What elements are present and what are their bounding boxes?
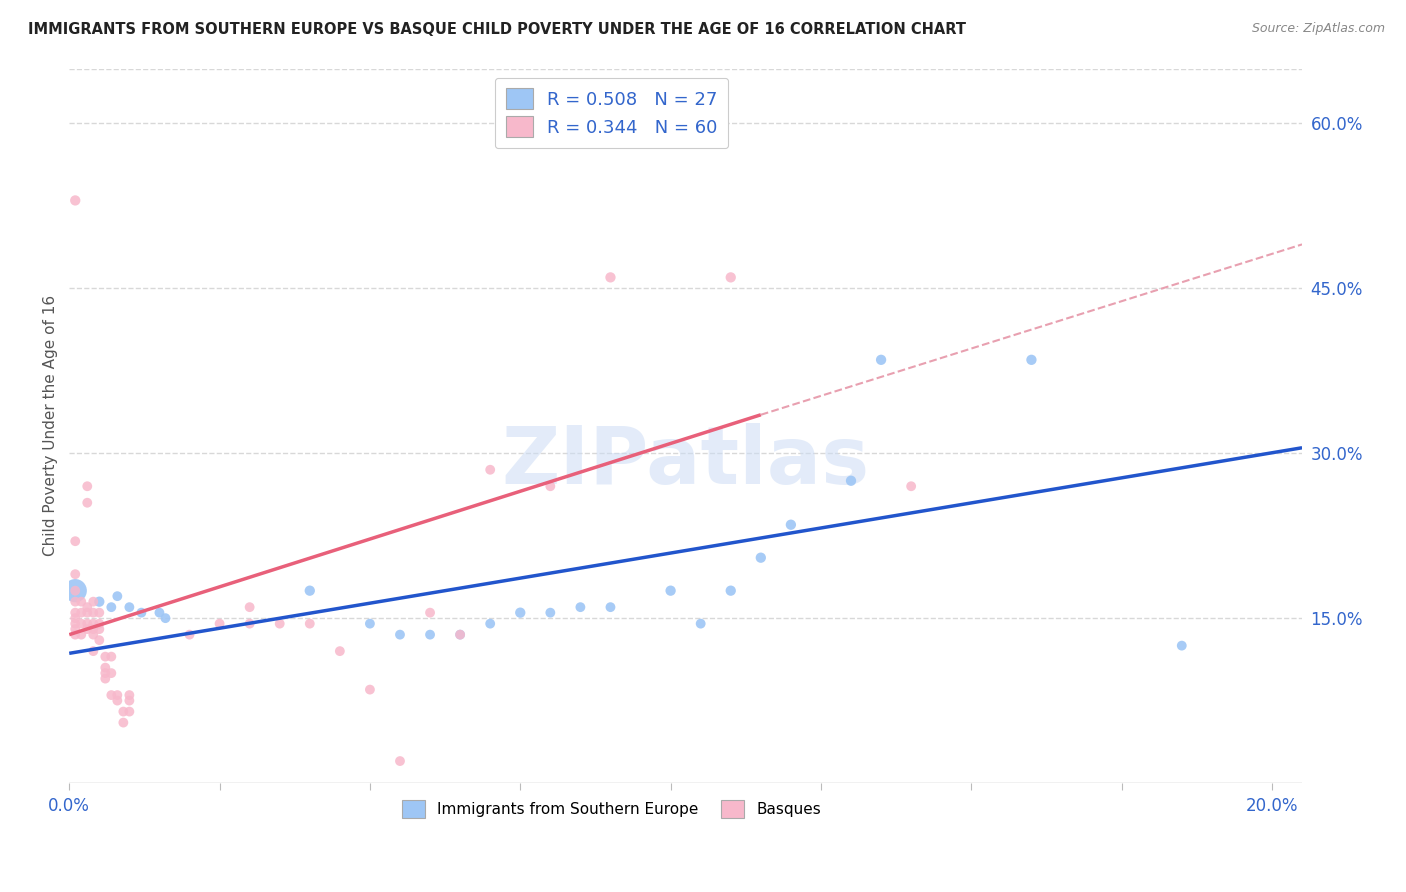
Point (76, 622, 98, 636)
Point (839, 474, 862, 488)
Point (1171, 639, 1194, 653)
Point (89, 595, 111, 609)
Point (239, 616, 262, 631)
Point (82, 627, 104, 641)
Point (76, 616, 98, 631)
Point (65, 616, 87, 631)
Text: IMMIGRANTS FROM SOUTHERN EUROPE VS BASQUE CHILD POVERTY UNDER THE AGE OF 16 CORR: IMMIGRANTS FROM SOUTHERN EUROPE VS BASQU… (28, 22, 966, 37)
Point (82, 595, 104, 609)
Point (599, 600, 621, 615)
Point (298, 616, 321, 631)
Point (749, 550, 772, 565)
Point (689, 616, 711, 631)
Point (82, 644, 104, 658)
Point (65, 595, 87, 609)
Point (118, 693, 141, 707)
Point (65, 627, 87, 641)
Point (208, 616, 231, 631)
Point (419, 627, 441, 641)
Point (70, 595, 93, 609)
Point (100, 600, 122, 615)
Point (118, 600, 141, 615)
Point (449, 627, 471, 641)
Point (112, 715, 135, 730)
Point (82, 616, 104, 631)
Point (65, 583, 87, 598)
Point (89, 622, 111, 636)
Point (329, 644, 352, 658)
Point (900, 479, 922, 493)
Point (479, 463, 502, 477)
Point (65, 567, 87, 582)
Point (720, 270, 742, 285)
Point (100, 649, 122, 664)
Point (780, 517, 803, 532)
Point (569, 600, 592, 615)
Point (82, 622, 104, 636)
Point (359, 682, 381, 697)
Point (65, 194, 87, 208)
Point (94, 672, 117, 686)
Point (89, 606, 111, 620)
Point (105, 693, 128, 707)
Point (100, 666, 122, 681)
Point (659, 583, 682, 598)
Point (148, 606, 170, 620)
Point (70, 627, 93, 641)
Point (76, 606, 98, 620)
Point (89, 616, 111, 631)
Point (419, 606, 441, 620)
Point (179, 627, 201, 641)
Point (65, 611, 87, 625)
Point (70, 616, 93, 631)
Point (82, 606, 104, 620)
Point (1021, 352, 1043, 367)
Point (269, 616, 291, 631)
Point (65, 622, 87, 636)
Point (720, 583, 742, 598)
Point (388, 754, 411, 768)
Point (870, 352, 893, 367)
Point (100, 688, 122, 702)
Point (94, 649, 117, 664)
Legend: Immigrants from Southern Europe, Basques: Immigrants from Southern Europe, Basques (394, 792, 830, 825)
Point (359, 616, 381, 631)
Point (599, 270, 621, 285)
Point (449, 627, 471, 641)
Point (298, 583, 321, 598)
Point (70, 606, 93, 620)
Point (118, 705, 141, 719)
Point (94, 666, 117, 681)
Text: ZIPatlas: ZIPatlas (502, 423, 870, 500)
Point (65, 583, 87, 598)
Point (105, 688, 128, 702)
Point (131, 606, 153, 620)
Point (94, 660, 117, 674)
Point (112, 705, 135, 719)
Point (105, 589, 128, 603)
Point (76, 479, 98, 493)
Point (509, 606, 531, 620)
Point (76, 600, 98, 615)
Point (76, 496, 98, 510)
Text: Source: ZipAtlas.com: Source: ZipAtlas.com (1251, 22, 1385, 36)
Y-axis label: Child Poverty Under the Age of 16: Child Poverty Under the Age of 16 (44, 295, 58, 557)
Point (239, 600, 262, 615)
Point (65, 606, 87, 620)
Point (65, 534, 87, 549)
Point (479, 616, 502, 631)
Point (89, 633, 111, 648)
Point (388, 627, 411, 641)
Point (155, 611, 177, 625)
Point (538, 479, 561, 493)
Point (118, 688, 141, 702)
Point (538, 606, 561, 620)
